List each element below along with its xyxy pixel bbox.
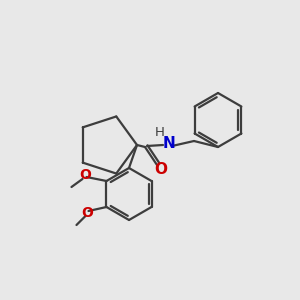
- Text: O: O: [154, 163, 167, 178]
- Text: O: O: [80, 168, 92, 182]
- Text: O: O: [82, 206, 93, 220]
- Text: H: H: [155, 125, 165, 139]
- Text: N: N: [163, 136, 176, 151]
